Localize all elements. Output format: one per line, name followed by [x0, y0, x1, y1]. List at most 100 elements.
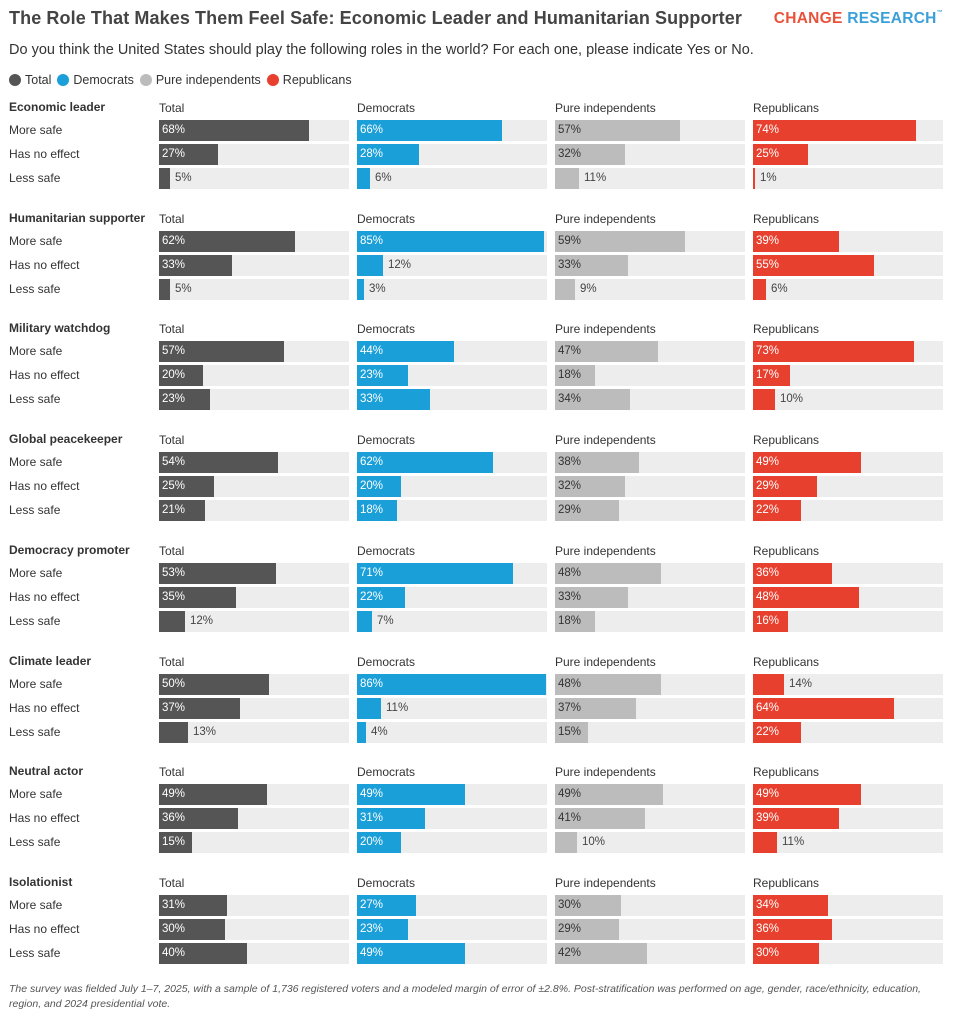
- value-label: 30%: [756, 947, 780, 959]
- chart-area: Economic leader More safe Has no effect Les…: [9, 100, 943, 964]
- bar-climate-leader-total-has-no-effect: [159, 698, 240, 719]
- group-label-republicans: Republicans: [753, 322, 820, 336]
- value-label: 48%: [558, 678, 582, 690]
- value-label: 54%: [162, 456, 186, 468]
- value-label: 37%: [558, 702, 582, 714]
- value-label: 44%: [360, 345, 384, 357]
- row-label-more-safe: More safe: [9, 566, 63, 580]
- bar-climate-leader-total-more-safe: [159, 674, 269, 695]
- value-label: 85%: [360, 235, 384, 247]
- value-label: 5%: [175, 283, 192, 295]
- bar-climate-leader-republicans-has-no-effect: [753, 698, 894, 719]
- group-label-total: Total: [159, 322, 185, 336]
- bar-economic-leader-democrats-has-no-effect: [357, 144, 419, 165]
- value-label: 14%: [789, 678, 813, 690]
- value-label: 20%: [360, 480, 384, 492]
- value-label: 23%: [360, 923, 384, 935]
- row-label-less-safe: Less safe: [9, 725, 61, 739]
- bar-track: [555, 611, 745, 632]
- row-label-more-safe: More safe: [9, 344, 63, 358]
- bar-isolationist-democrats-has-no-effect: [357, 919, 408, 940]
- bar-track: [555, 365, 745, 386]
- bar-economic-leader-republicans-less-safe: [753, 168, 755, 189]
- bar-democracy-promoter-republicans-less-safe: [753, 611, 788, 632]
- bar-isolationist-total-more-safe: [159, 895, 227, 916]
- value-label: 6%: [771, 283, 788, 295]
- bar-track: [357, 698, 547, 719]
- category-label-global-peacekeeper: Global peacekeeper: [9, 432, 123, 446]
- row-label-has-no-effect: Has no effect: [9, 811, 80, 825]
- value-label: 68%: [162, 124, 186, 136]
- bar-economic-leader-pure-independents-less-safe: [555, 168, 579, 189]
- bar-global-peacekeeper-total-more-safe: [159, 452, 278, 473]
- group-label-democrats: Democrats: [357, 322, 416, 336]
- value-label: 73%: [756, 345, 780, 357]
- group-label-republicans: Republicans: [753, 765, 820, 779]
- bar-military-watchdog-total-less-safe: [159, 389, 210, 410]
- bar-military-watchdog-democrats-has-no-effect: [357, 365, 408, 386]
- bar-global-peacekeeper-republicans-less-safe: [753, 500, 801, 521]
- row-label-has-no-effect: Has no effect: [9, 701, 80, 715]
- group-label-total: Total: [159, 876, 185, 890]
- bar-economic-leader-total-less-safe: [159, 168, 170, 189]
- value-label: 12%: [190, 615, 214, 627]
- row-label-more-safe: More safe: [9, 234, 63, 248]
- bar-isolationist-republicans-more-safe: [753, 895, 828, 916]
- bar-democracy-promoter-total-more-safe: [159, 563, 276, 584]
- logo-trademark: ™: [936, 10, 943, 16]
- footnote: The survey was fielded July 1–7, 2025, w…: [9, 983, 921, 1010]
- bar-global-peacekeeper-democrats-more-safe: [357, 452, 493, 473]
- bar-economic-leader-pure-independents-has-no-effect: [555, 144, 625, 165]
- bar-track: [159, 365, 349, 386]
- value-label: 10%: [780, 393, 804, 405]
- group-label-total: Total: [159, 433, 185, 447]
- bar-democracy-promoter-democrats-more-safe: [357, 563, 513, 584]
- value-label: 64%: [756, 702, 780, 714]
- bar-neutral-actor-total-less-safe: [159, 832, 192, 853]
- bar-isolationist-democrats-less-safe: [357, 943, 465, 964]
- bar-humanitarian-supporter-total-has-no-effect: [159, 255, 232, 276]
- group-label-democrats: Democrats: [357, 655, 416, 669]
- bar-humanitarian-supporter-democrats-less-safe: [357, 279, 364, 300]
- bar-neutral-actor-democrats-more-safe: [357, 784, 465, 805]
- legend-label-independents: Pure independents: [155, 73, 261, 87]
- bar-military-watchdog-republicans-less-safe: [753, 389, 775, 410]
- value-label: 86%: [360, 678, 384, 690]
- group-label-total: Total: [159, 101, 185, 115]
- row-label-less-safe: Less safe: [9, 392, 61, 406]
- bar-military-watchdog-republicans-more-safe: [753, 341, 914, 362]
- value-label: 50%: [162, 678, 186, 690]
- value-label: 71%: [360, 567, 384, 579]
- value-label: 57%: [558, 124, 582, 136]
- value-label: 13%: [193, 726, 217, 738]
- bar-democracy-promoter-pure-independents-more-safe: [555, 563, 661, 584]
- bar-climate-leader-democrats-more-safe: [357, 674, 546, 695]
- bar-climate-leader-republicans-more-safe: [753, 674, 784, 695]
- bar-neutral-actor-total-more-safe: [159, 784, 267, 805]
- value-label: 20%: [360, 836, 384, 848]
- value-label: 48%: [756, 591, 780, 603]
- value-label: 33%: [360, 393, 384, 405]
- value-label: 18%: [360, 504, 384, 516]
- group-label-republicans: Republicans: [753, 655, 820, 669]
- bar-track: [357, 255, 547, 276]
- legend-swatch-total: [9, 74, 21, 86]
- value-label: 39%: [756, 812, 780, 824]
- group-label-democrats: Democrats: [357, 433, 416, 447]
- value-label: 37%: [162, 702, 186, 714]
- bar-global-peacekeeper-pure-independents-has-no-effect: [555, 476, 625, 497]
- bar-military-watchdog-pure-independents-more-safe: [555, 341, 658, 362]
- group-label-total: Total: [159, 212, 185, 226]
- bar-track: [753, 832, 943, 853]
- legend-item-total: Total: [9, 73, 51, 87]
- value-label: 21%: [162, 504, 186, 516]
- value-label: 20%: [162, 369, 186, 381]
- bar-climate-leader-democrats-less-safe: [357, 722, 366, 743]
- bar-global-peacekeeper-republicans-more-safe: [753, 452, 861, 473]
- value-label: 36%: [756, 567, 780, 579]
- value-label: 49%: [162, 788, 186, 800]
- bar-global-peacekeeper-total-less-safe: [159, 500, 205, 521]
- bar-track: [753, 389, 943, 410]
- value-label: 18%: [558, 615, 582, 627]
- value-label: 38%: [558, 456, 582, 468]
